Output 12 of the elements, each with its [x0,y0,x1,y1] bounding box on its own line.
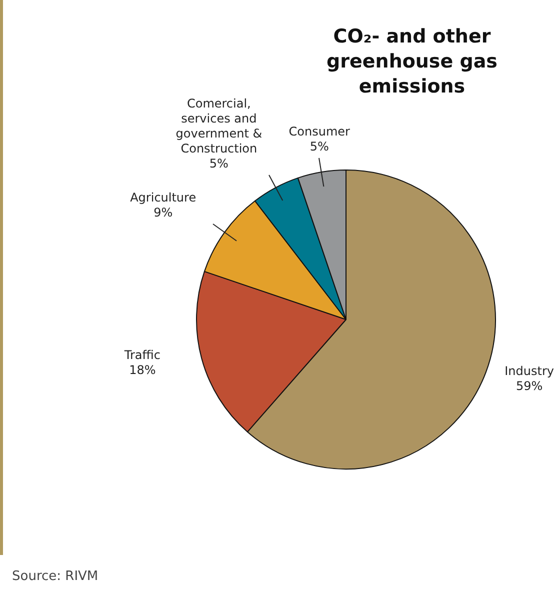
data-label: 18% [129,362,156,377]
slice-label: Industry [504,364,554,378]
slice-label: Comercial, services and government & Construction [176,96,262,156]
slice-label: Traffic [123,348,160,362]
data-label: 9% [154,205,173,220]
data-label: 59% [516,379,543,394]
data-label: 5% [310,139,329,154]
slice-label: Consumer [288,124,350,138]
source-note: Source: RIVM [12,569,98,584]
data-label: 5% [209,156,228,170]
slice-label: Agriculture [130,190,196,204]
chart-title: CO₂- and other greenhouse gas emissions [326,25,498,98]
